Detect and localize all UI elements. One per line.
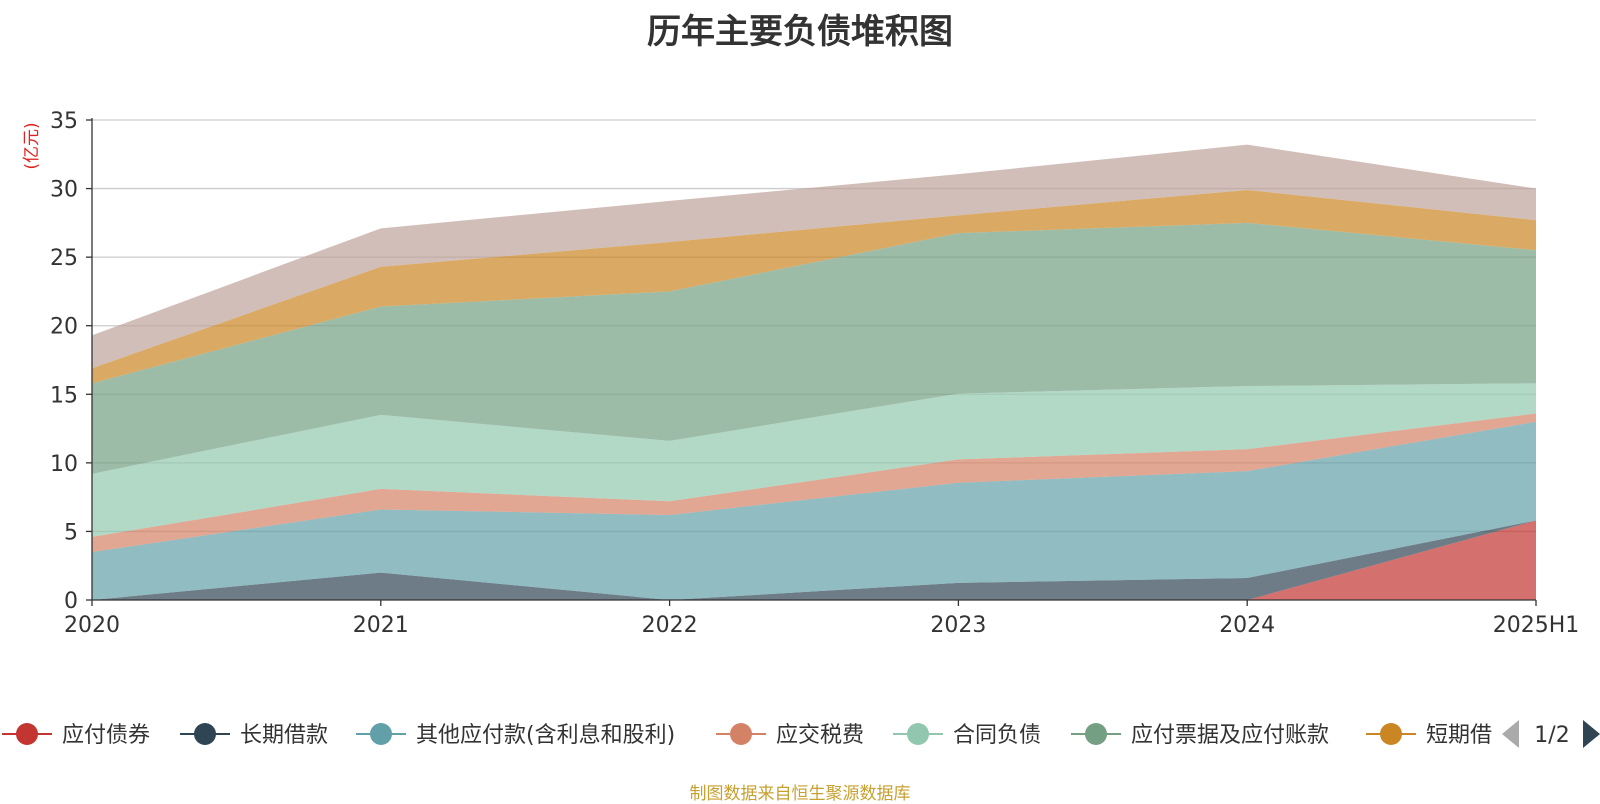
legend-marker bbox=[907, 723, 929, 745]
y-tick-label: 0 bbox=[64, 589, 78, 614]
area-series-3 bbox=[92, 413, 1536, 552]
x-tick-label: 2024 bbox=[1219, 613, 1275, 638]
x-tick-label: 2021 bbox=[353, 613, 409, 638]
area-series-4 bbox=[92, 383, 1536, 537]
area-series-5 bbox=[92, 222, 1536, 474]
area-series-7 bbox=[92, 144, 1536, 369]
y-tick-label: 25 bbox=[50, 246, 78, 271]
legend-label: 短期借 bbox=[1426, 723, 1492, 748]
x-tick-label: 2023 bbox=[930, 613, 986, 638]
legend-marker bbox=[194, 723, 216, 745]
legend-next-icon[interactable] bbox=[1583, 720, 1600, 748]
legend-label: 应交税费 bbox=[776, 723, 864, 748]
y-axis-label: (亿元) bbox=[22, 122, 42, 169]
legend-label: 应付票据及应付账款 bbox=[1131, 723, 1329, 748]
chart-title: 历年主要负债堆积图 bbox=[647, 12, 953, 52]
legend-page-indicator: 1/2 bbox=[1534, 723, 1569, 748]
area-series-2 bbox=[92, 421, 1536, 600]
x-tick-label: 2022 bbox=[642, 613, 698, 638]
y-tick-label: 30 bbox=[50, 178, 78, 203]
y-tick-label: 20 bbox=[50, 315, 78, 340]
data-source-note: 制图数据来自恒生聚源数据库 bbox=[689, 784, 911, 804]
legend-label: 长期借款 bbox=[240, 723, 328, 748]
area-series-6 bbox=[92, 189, 1536, 384]
x-tick-label: 2025H1 bbox=[1493, 613, 1580, 638]
legend-prev-icon[interactable] bbox=[1502, 720, 1519, 748]
y-tick-label: 5 bbox=[64, 520, 78, 545]
legend-label: 应付债券 bbox=[62, 723, 150, 748]
y-tick-label: 10 bbox=[50, 452, 78, 477]
legend-marker bbox=[16, 723, 38, 745]
y-tick-label: 15 bbox=[50, 383, 78, 408]
x-tick-label: 2020 bbox=[64, 613, 120, 638]
legend-marker bbox=[1380, 723, 1402, 745]
legend-marker bbox=[370, 723, 392, 745]
legend-marker bbox=[1085, 723, 1107, 745]
legend-marker bbox=[730, 723, 752, 745]
area-series-1 bbox=[92, 520, 1536, 600]
y-tick-label: 35 bbox=[50, 109, 78, 134]
legend-label: 其他应付款(含利息和股利) bbox=[416, 723, 675, 748]
area-series-0 bbox=[92, 520, 1536, 600]
legend-label: 合同负债 bbox=[953, 723, 1041, 748]
